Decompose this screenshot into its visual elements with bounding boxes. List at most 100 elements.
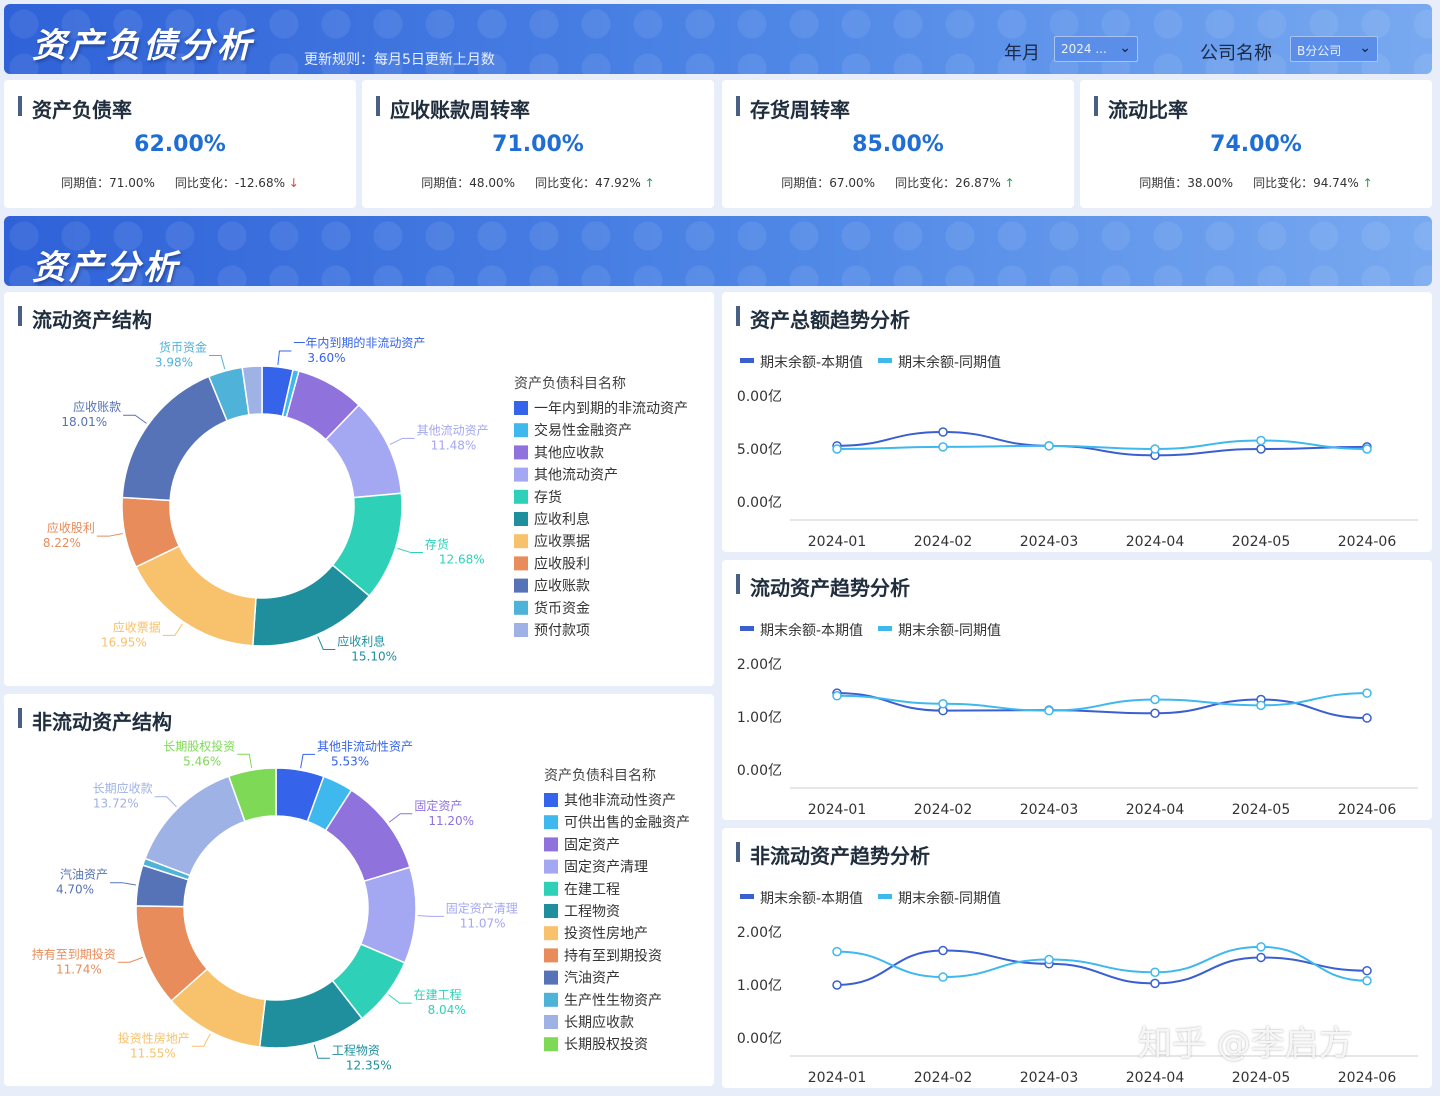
legend-item[interactable]: 其他非流动性资产 <box>564 793 676 809</box>
legend-item[interactable]: 固定资产清理 <box>564 860 648 876</box>
legend-item[interactable]: 存货 <box>534 489 562 506</box>
total-trend-panel: 资产总额趋势分析 期末余额-本期值 期末余额-同期值 0.00亿 5.00亿 0.00亿… <box>722 292 1432 552</box>
data-point[interactable] <box>1044 441 1054 451</box>
data-point[interactable] <box>1362 444 1372 454</box>
pie-slice[interactable] <box>121 375 229 502</box>
current-line-chart: 期末余额-本期值 期末余额-同期值 0.00亿 1.00亿 2.00亿 2024-01 20… <box>737 622 1418 818</box>
kpi-prev: 同期值：48.00% <box>421 176 516 190</box>
legend-item[interactable]: 期末余额-本期值 <box>760 354 863 371</box>
legend-item[interactable]: 生产性生物资产 <box>564 993 662 1009</box>
slice-value-label: 3.98% <box>155 355 193 369</box>
data-point[interactable] <box>1362 976 1372 986</box>
legend-swatch <box>544 793 558 807</box>
legend-swatch <box>514 423 528 438</box>
data-point[interactable] <box>1362 688 1372 698</box>
label-leader <box>313 1044 330 1059</box>
data-point[interactable] <box>938 699 948 709</box>
data-point[interactable] <box>938 427 948 437</box>
slice-name-label: 其他非流动性资产 <box>317 739 413 753</box>
slice-value-label: 5.53% <box>331 754 369 768</box>
legend-item[interactable]: 期末余额-同期值 <box>898 354 1001 371</box>
legend-item[interactable]: 汽油资产 <box>564 971 620 987</box>
data-point[interactable] <box>832 444 842 454</box>
kpi-value: 85.00% <box>852 132 944 157</box>
legend-item[interactable]: 其他流动资产 <box>534 468 618 484</box>
data-point[interactable] <box>1150 967 1160 978</box>
data-point[interactable] <box>1150 694 1160 705</box>
kpi-card: 存货周转率 85.00% 同期值：67.00% 同比变化：26.87% ↑ <box>722 80 1074 208</box>
data-point[interactable] <box>938 442 948 452</box>
legend-item[interactable]: 可供出售的金融资产 <box>564 815 690 831</box>
kpi-prev: 同期值：67.00% <box>781 176 876 190</box>
label-leader <box>417 915 444 917</box>
slice-value-label: 15.10% <box>351 649 397 663</box>
data-point[interactable] <box>1044 954 1054 965</box>
update-rule: 更新规则：每月5日更新上月数 <box>304 52 495 68</box>
legend-item[interactable]: 长期股权投资 <box>564 1037 648 1053</box>
data-point[interactable] <box>1044 705 1054 716</box>
arrow-down-icon: ↓ <box>288 176 299 190</box>
label-leader <box>237 753 253 769</box>
data-point[interactable] <box>1256 444 1266 454</box>
current-pie-chart: 一年内到期的非流动资产3.60%其他流动资产11.48%存货12.68%应收利息… <box>43 335 688 663</box>
legend-item[interactable]: 长期应收款 <box>564 1014 634 1031</box>
data-point[interactable] <box>938 945 948 956</box>
legend-item[interactable]: 应收利息 <box>534 511 590 528</box>
y-tick-label: 1.00亿 <box>737 710 782 726</box>
data-point[interactable] <box>1150 708 1160 719</box>
data-point[interactable] <box>1150 978 1160 989</box>
legend-item[interactable]: 固定资产 <box>564 837 620 853</box>
data-point[interactable] <box>832 946 842 957</box>
data-point[interactable] <box>1256 952 1266 963</box>
legend-item[interactable]: 应收票据 <box>534 533 590 550</box>
series-line <box>836 692 1368 720</box>
kpi-card: 应收账款周转率 71.00% 同期值：48.00% 同比变化：47.92% ↑ <box>362 80 714 208</box>
current-trend-panel: 流动资产趋势分析 期末余额-本期值 期末余额-同期值 0.00亿 1.00亿 2.00亿… <box>722 560 1432 820</box>
legend-item[interactable]: 应收账款 <box>534 578 590 595</box>
slice-value-label: 12.68% <box>439 553 485 567</box>
legend-item[interactable]: 一年内到期的非流动资产 <box>534 401 688 417</box>
kpi-compare: 同期值：67.00% 同比变化：26.87% ↑ <box>722 174 1074 191</box>
kpi-compare: 同期值：48.00% 同比变化：47.92% ↑ <box>362 174 714 191</box>
data-point[interactable] <box>1256 435 1266 446</box>
panel-title: 非流动资产趋势分析 <box>750 844 930 868</box>
pie-slice[interactable] <box>144 775 246 877</box>
year-month-select[interactable]: 2024 ... ⌄ <box>1054 36 1138 62</box>
legend-item[interactable]: 在建工程 <box>564 882 620 898</box>
data-point[interactable] <box>832 691 842 701</box>
legend-item[interactable]: 预付款项 <box>534 623 590 639</box>
legend-item[interactable]: 期末余额-本期值 <box>760 890 863 907</box>
y-tick-label: 1.00亿 <box>737 978 782 994</box>
y-tick-label: 0.00亿 <box>737 389 782 405</box>
data-point[interactable] <box>1150 444 1160 454</box>
label-leader <box>154 796 177 808</box>
data-point[interactable] <box>832 980 842 990</box>
legend-item[interactable]: 持有至到期投资 <box>564 948 662 964</box>
company-select[interactable]: B分公司 ⌄ <box>1290 36 1378 62</box>
legend-swatch <box>514 534 528 549</box>
legend-item[interactable]: 期末余额-同期值 <box>898 890 1001 907</box>
legend-item[interactable]: 投资性房地产 <box>564 926 648 942</box>
data-point[interactable] <box>1362 965 1372 976</box>
legend-item[interactable]: 期末余额-同期值 <box>898 622 1001 639</box>
pie-slice[interactable] <box>227 767 277 823</box>
page-title: 资产负债分析 <box>32 26 254 66</box>
data-point[interactable] <box>1362 713 1372 723</box>
legend-swatch <box>544 970 558 985</box>
data-point[interactable] <box>938 972 948 982</box>
year-month-label: 年月 <box>1004 43 1040 64</box>
data-point[interactable] <box>1256 700 1266 711</box>
legend-item[interactable]: 应收股利 <box>534 555 590 572</box>
x-tick-label: 2024-06 <box>1338 534 1397 550</box>
slice-value-label: 16.95% <box>101 635 147 649</box>
legend-swatch <box>544 881 558 896</box>
data-point[interactable] <box>1256 942 1266 952</box>
legend-item[interactable]: 货币资金 <box>534 600 590 617</box>
legend-item[interactable]: 期末余额-本期值 <box>760 622 863 639</box>
legend-item[interactable]: 交易性金融资产 <box>534 422 632 439</box>
legend-item[interactable]: 其他应收款 <box>534 444 604 461</box>
pie-slice[interactable] <box>241 365 263 416</box>
legend-swatch <box>544 948 558 963</box>
kpi-compare: 同期值：38.00% 同比变化：94.74% ↑ <box>1080 174 1432 191</box>
legend-item[interactable]: 工程物资 <box>564 904 620 920</box>
